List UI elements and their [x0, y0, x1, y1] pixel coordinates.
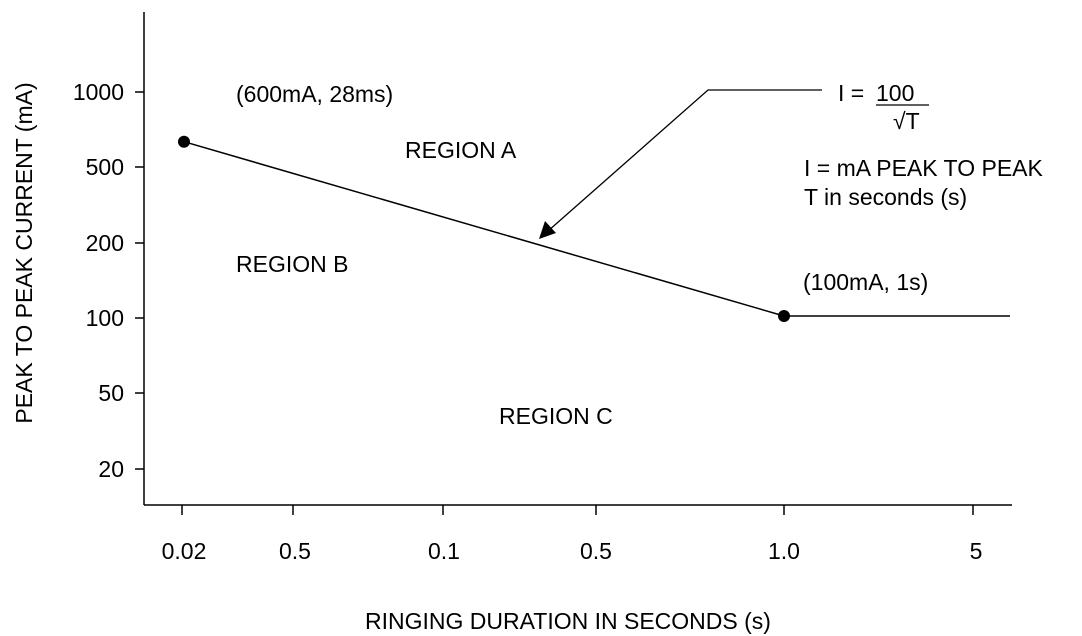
formula-leader-arrow [539, 89, 822, 239]
y-tick-label: 500 [86, 154, 124, 180]
region-a-label: REGION A [405, 137, 517, 163]
region-b-label: REGION B [236, 251, 348, 277]
y-axis-title: PEAK TO PEAK CURRENT (mA) [11, 82, 37, 423]
y-tick-label: 50 [98, 380, 124, 406]
point-label-upper: (600mA, 28ms) [236, 81, 393, 107]
point-label-lower: (100mA, 1s) [803, 269, 928, 295]
formula: I = 100 √T I = mA PEAK TO PEAK T in seco… [804, 80, 1043, 210]
y-tick-label: 20 [98, 456, 124, 482]
x-tick-label: 0.5 [279, 538, 311, 564]
x-tick-label: 5 [970, 538, 983, 564]
point-lower-marker [778, 310, 790, 322]
region-c-label: REGION C [499, 403, 613, 429]
data-marks [178, 135, 1010, 322]
y-tick-label: 100 [86, 305, 124, 331]
limit-curve-line [183, 140, 785, 317]
formula-lhs: I = [838, 80, 864, 106]
x-tick-label: 0.5 [580, 538, 612, 564]
x-axis-title: RINGING DURATION IN SECONDS (s) [365, 608, 771, 634]
point-upper-marker [178, 135, 190, 148]
formula-denominator: √T [893, 108, 920, 134]
arrow-head [539, 221, 556, 239]
y-tick-label: 1000 [73, 79, 124, 105]
formula-numerator: 100 [876, 80, 914, 106]
x-tick-label: 0.1 [428, 538, 460, 564]
y-ticks: 1000 500 200 100 50 20 [73, 79, 144, 482]
y-tick-label: 200 [86, 230, 124, 256]
x-tick-label: 1.0 [768, 538, 800, 564]
formula-note-1: I = mA PEAK TO PEAK [804, 155, 1043, 181]
x-ticks: 0.02 0.5 0.1 0.5 1.0 5 [162, 505, 983, 564]
leader-line [547, 89, 822, 232]
formula-note-2: T in seconds (s) [804, 184, 967, 210]
x-tick-label: 0.02 [162, 538, 207, 564]
